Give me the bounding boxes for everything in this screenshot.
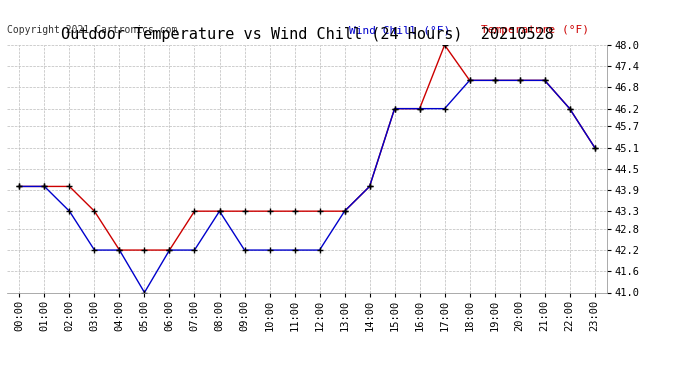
Text: Copyright 2021 Cartronics.com: Copyright 2021 Cartronics.com — [7, 25, 177, 35]
Text: Wind Chill (°F): Wind Chill (°F) — [349, 25, 451, 35]
Text: Temperature (°F): Temperature (°F) — [481, 25, 589, 35]
Title: Outdoor Temperature vs Wind Chill (24 Hours)  20210528: Outdoor Temperature vs Wind Chill (24 Ho… — [61, 27, 553, 42]
